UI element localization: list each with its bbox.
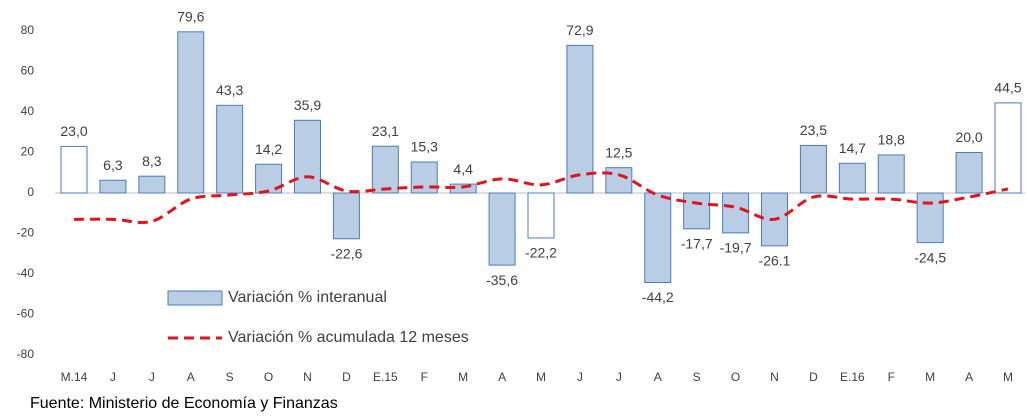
- x-tick-label: D: [809, 370, 818, 384]
- legend-swatch: [167, 290, 223, 306]
- value-label: 23,1: [372, 123, 399, 139]
- value-label: 20,0: [955, 129, 982, 145]
- bar: [955, 152, 983, 194]
- bar: [60, 145, 88, 194]
- bar: [99, 179, 127, 194]
- bar: [838, 162, 866, 194]
- value-label: -26.1: [759, 253, 791, 269]
- bar: [488, 192, 516, 266]
- y-tick-label: 0: [27, 185, 34, 199]
- legend-label: Variación % interanual: [228, 289, 387, 306]
- x-tick-label: J: [110, 370, 116, 384]
- x-tick-label: O: [731, 370, 740, 384]
- y-tick-label: -80: [17, 347, 35, 361]
- bar: [644, 192, 672, 284]
- x-tick-label: A: [965, 370, 973, 384]
- x-tick-label: N: [303, 370, 312, 384]
- x-tick-label: J: [149, 370, 155, 384]
- x-tick-label: O: [264, 370, 273, 384]
- value-label: 4,4: [453, 161, 473, 177]
- value-label: 12,5: [605, 144, 632, 160]
- y-tick-label: -20: [17, 226, 35, 240]
- bar: [877, 154, 905, 194]
- bar: [605, 167, 633, 194]
- bar: [916, 192, 944, 244]
- y-tick-label: -60: [17, 307, 35, 321]
- line: [73, 171, 1009, 225]
- bar: [177, 31, 205, 194]
- bar: [527, 192, 555, 239]
- bar: [294, 119, 321, 194]
- value-label: 18,8: [878, 132, 905, 148]
- value-label: 8,3: [142, 153, 162, 169]
- x-tick-label: J: [616, 370, 622, 384]
- value-label: -17,7: [681, 236, 713, 252]
- y-tick-label: 80: [21, 23, 35, 37]
- value-label: 6,3: [103, 157, 123, 173]
- x-tick-label: A: [498, 370, 506, 384]
- x-tick-label: M: [536, 370, 546, 384]
- x-tick-label: A: [187, 370, 195, 384]
- x-tick-label: M: [1003, 370, 1013, 384]
- x-tick-label: S: [226, 370, 234, 384]
- value-label: 79,6: [177, 9, 204, 25]
- x-tick-label: M: [925, 370, 935, 384]
- value-label: 44,5: [994, 80, 1021, 96]
- bar: [371, 145, 399, 194]
- x-tick-label: D: [342, 370, 351, 384]
- value-label: -19,7: [720, 240, 752, 256]
- y-tick-label: 20: [21, 145, 35, 159]
- x-tick-label: F: [888, 370, 895, 384]
- y-tick-label: -40: [17, 266, 35, 280]
- value-label: 43,3: [216, 82, 243, 98]
- y-tick-label: 40: [21, 104, 35, 118]
- value-label: -22,6: [330, 245, 362, 261]
- value-label: 35,9: [294, 97, 321, 113]
- value-label: -35,6: [486, 272, 518, 288]
- value-label: 72,9: [566, 22, 593, 38]
- bar: [138, 175, 166, 194]
- x-tick-label: M: [458, 370, 468, 384]
- x-tick-label: S: [693, 370, 701, 384]
- bar: [799, 144, 827, 194]
- y-tick-label: 60: [21, 64, 35, 78]
- x-tick-label: N: [770, 370, 779, 384]
- value-label: 15,3: [411, 139, 438, 155]
- bar: [216, 104, 244, 194]
- value-label: -44,2: [642, 289, 674, 305]
- x-tick-label: F: [421, 370, 428, 384]
- x-tick-label: M.14: [61, 370, 88, 384]
- bar: [566, 44, 594, 194]
- value-label: 23,5: [800, 122, 827, 138]
- value-label: 14,2: [255, 141, 282, 157]
- x-tick-label: E.15: [373, 370, 398, 384]
- bar: [332, 192, 360, 240]
- bar: [994, 102, 1022, 194]
- x-tick-label: A: [654, 370, 662, 384]
- x-tick-label: E.16: [840, 370, 865, 384]
- bar: [722, 192, 750, 234]
- value-label: 14,7: [839, 140, 866, 156]
- value-label: -24,5: [914, 249, 946, 265]
- value-label: -22,2: [525, 245, 557, 261]
- legend-label: Variación % acumulada 12 meses: [228, 329, 469, 346]
- value-label: 23,0: [60, 123, 87, 139]
- bar: [683, 192, 711, 230]
- x-tick-label: J: [577, 370, 583, 384]
- source-note: Fuente: Ministerio de Economía y Finanza…: [30, 395, 338, 412]
